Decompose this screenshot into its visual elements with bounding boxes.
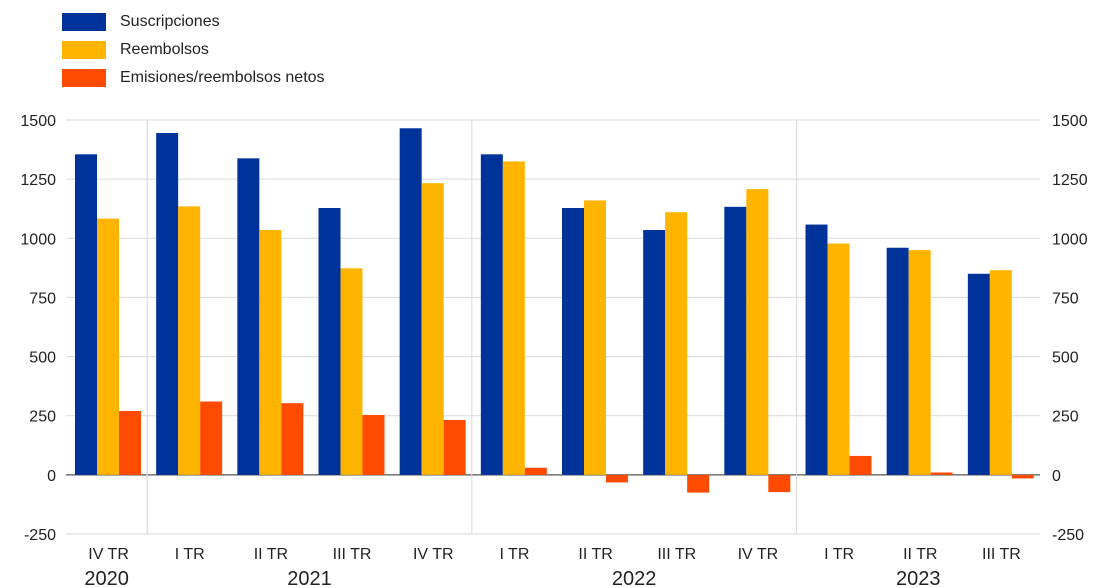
bar-emisiones-reembolsos-netos — [524, 467, 547, 475]
legend-label-netos: Emisiones/reembolsos netos — [120, 69, 325, 86]
bar-reembolsos — [584, 200, 606, 475]
x-tick-label: III TR — [333, 546, 372, 563]
bar-reembolsos — [989, 270, 1012, 475]
year-label: 2020 — [84, 568, 129, 588]
bar-reembolsos — [259, 230, 282, 475]
y-tick-label-left: 1500 — [20, 113, 56, 130]
legend-item-suscripciones: Suscripciones — [62, 8, 325, 36]
bar-suscripciones — [399, 128, 422, 475]
bar-suscripciones — [562, 208, 584, 475]
bar-emisiones-reembolsos-netos — [443, 419, 466, 475]
legend-label-suscripciones: Suscripciones — [120, 13, 220, 30]
legend-item-reembolsos: Reembolsos — [62, 36, 325, 64]
y-tick-label-left: 750 — [29, 290, 56, 307]
bar-suscripciones — [237, 158, 260, 475]
bar-emisiones-reembolsos-netos — [362, 415, 385, 475]
y-tick-label-right: 500 — [1052, 350, 1079, 367]
y-tick-label-left: 250 — [29, 409, 56, 426]
bar-emisiones-reembolsos-netos — [687, 474, 710, 493]
y-tick-label-left: 500 — [29, 350, 56, 367]
y-tick-label-left: 0 — [47, 468, 56, 485]
x-tick-label: III TR — [657, 546, 696, 563]
bar-emisiones-reembolsos-netos — [606, 474, 628, 483]
year-label: 2023 — [896, 568, 941, 588]
y-tick-label-left: 1250 — [20, 172, 56, 189]
x-tick-label: I TR — [499, 546, 529, 563]
bar-reembolsos — [97, 218, 119, 475]
bar-emisiones-reembolsos-netos — [930, 472, 953, 475]
y-tick-label-right: 250 — [1052, 409, 1079, 426]
y-tick-label-right: 750 — [1052, 290, 1079, 307]
x-tick-label: I TR — [824, 546, 854, 563]
bar-reembolsos — [665, 212, 688, 475]
legend-swatch-suscripciones — [62, 13, 106, 31]
bar-suscripciones — [967, 273, 990, 475]
x-tick-label: I TR — [175, 546, 205, 563]
bar-suscripciones — [886, 247, 909, 475]
legend-swatch-reembolsos — [62, 41, 106, 59]
y-tick-label-right: -250 — [1052, 527, 1084, 544]
x-tick-label: IV TR — [738, 546, 779, 563]
year-label: 2022 — [612, 568, 657, 588]
bar-emisiones-reembolsos-netos — [768, 474, 791, 493]
bar-reembolsos — [908, 250, 931, 475]
y-tick-label-right: 0 — [1052, 468, 1061, 485]
bar-suscripciones — [318, 208, 341, 475]
bar-suscripciones — [805, 224, 828, 475]
y-tick-label-left: -250 — [24, 527, 56, 544]
year-label: 2021 — [287, 568, 332, 588]
legend-label-reembolsos: Reembolsos — [120, 41, 209, 58]
bar-suscripciones — [75, 154, 97, 475]
legend-swatch-netos — [62, 69, 106, 87]
bar-emisiones-reembolsos-netos — [1011, 474, 1034, 479]
x-tick-label: IV TR — [413, 546, 454, 563]
x-tick-label: II TR — [903, 546, 937, 563]
bar-reembolsos — [502, 161, 525, 475]
y-tick-label-right: 1000 — [1052, 231, 1088, 248]
y-tick-label-right: 1250 — [1052, 172, 1088, 189]
bar-reembolsos — [178, 206, 201, 475]
bar-suscripciones — [724, 206, 747, 475]
bar-emisiones-reembolsos-netos — [119, 410, 141, 475]
bar-reembolsos — [421, 183, 444, 475]
x-tick-label: II TR — [254, 546, 288, 563]
x-tick-label: IV TR — [88, 546, 129, 563]
bar-reembolsos — [827, 243, 850, 475]
bar-emisiones-reembolsos-netos — [281, 403, 304, 475]
bar-reembolsos — [340, 268, 363, 475]
bar-emisiones-reembolsos-netos — [200, 401, 223, 475]
bar-suscripciones — [156, 133, 179, 475]
legend: Suscripciones Reembolsos Emisiones/reemb… — [62, 8, 325, 92]
bar-emisiones-reembolsos-netos — [849, 455, 872, 475]
bar-suscripciones — [643, 230, 666, 475]
bar-reembolsos — [746, 189, 769, 475]
x-tick-label: II TR — [578, 546, 612, 563]
legend-item-netos: Emisiones/reembolsos netos — [62, 64, 325, 92]
y-tick-label-left: 1000 — [20, 231, 56, 248]
y-tick-label-right: 1500 — [1052, 113, 1088, 130]
x-tick-label: III TR — [982, 546, 1021, 563]
bar-suscripciones — [480, 154, 503, 475]
